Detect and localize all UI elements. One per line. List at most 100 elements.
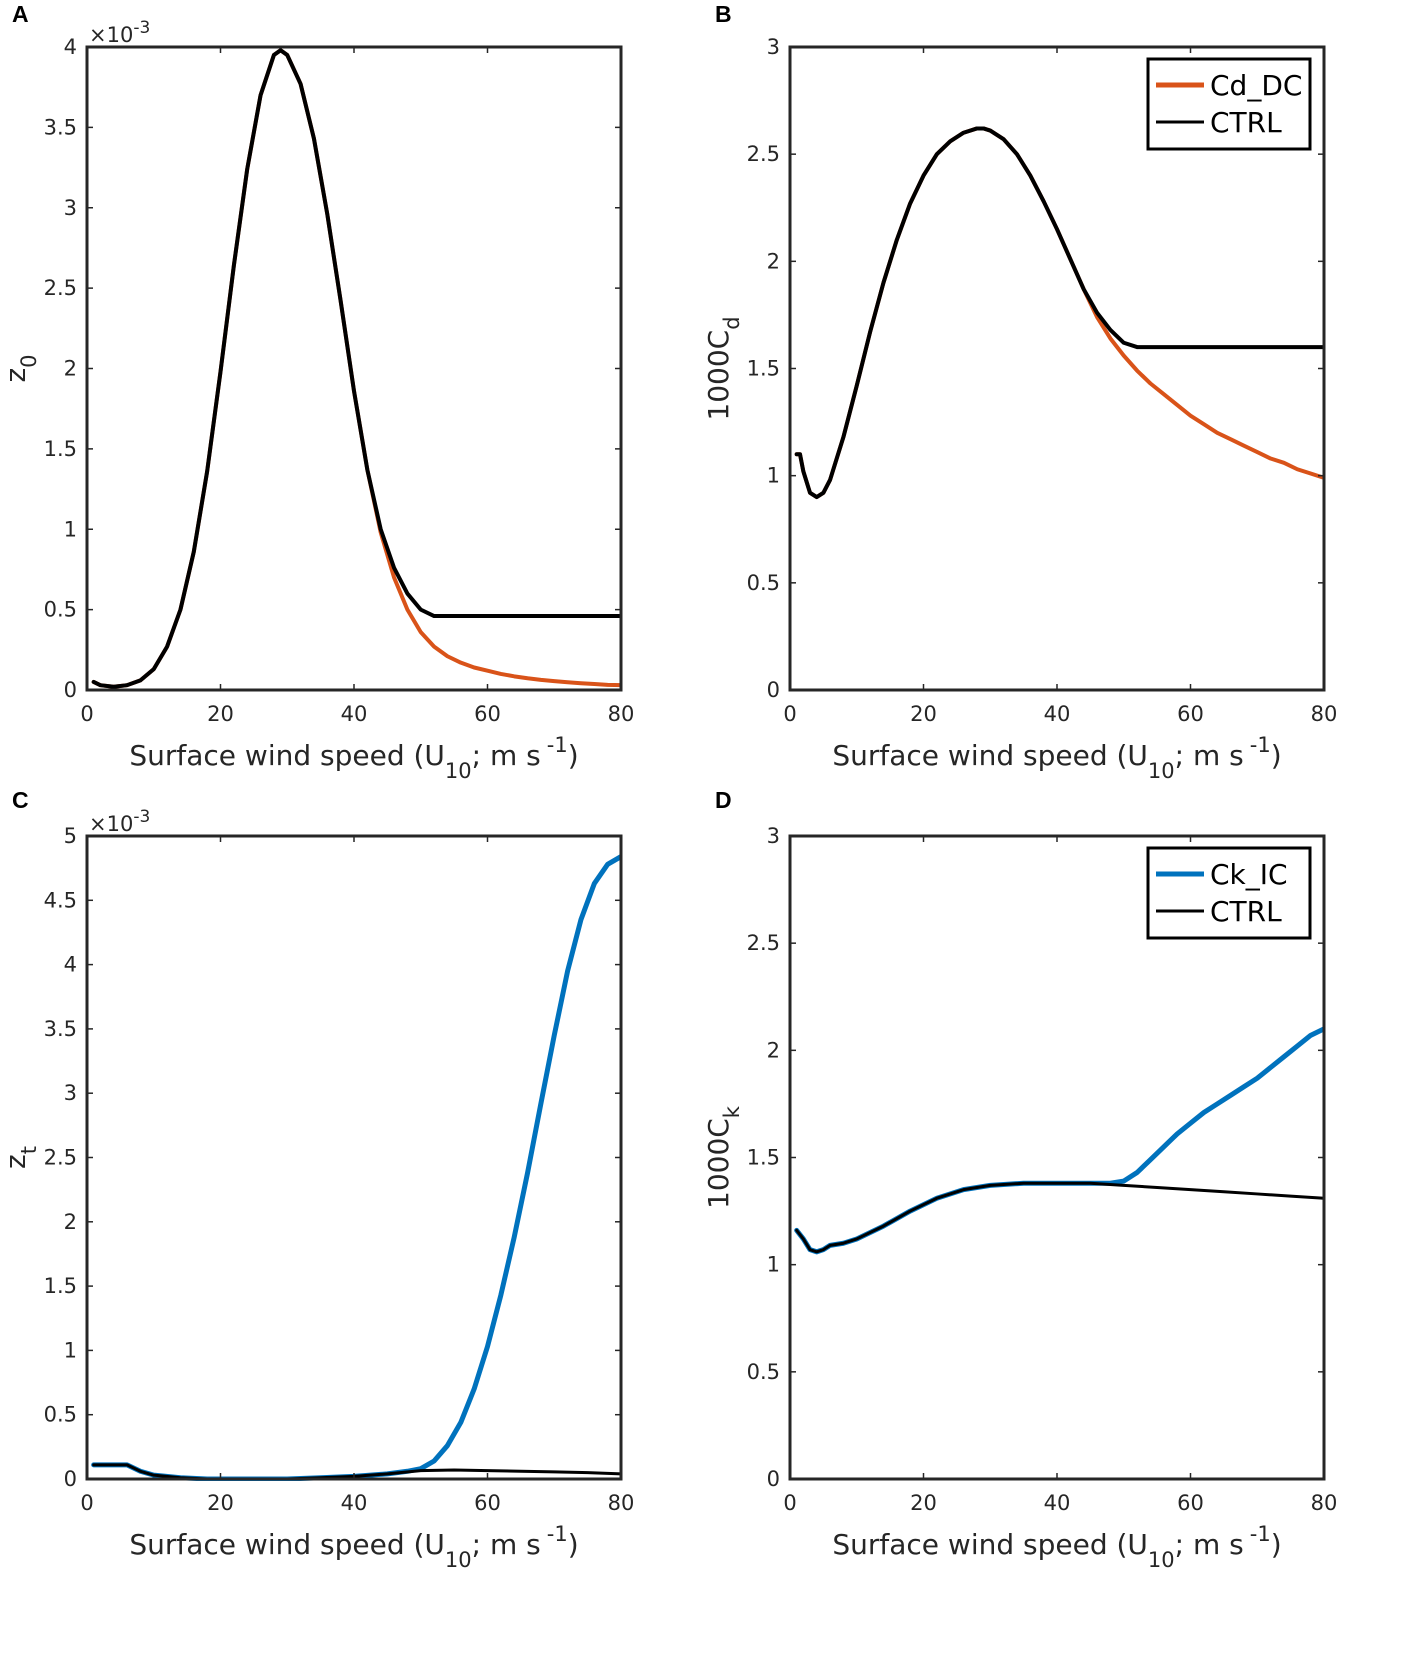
x-axis-title-sup: -1 (547, 733, 568, 757)
x-tick-label: 20 (207, 702, 234, 726)
y-tick-label: 3 (767, 824, 780, 848)
x-axis-title-sup: -1 (547, 1522, 568, 1546)
y-tick-label: 1.5 (44, 1274, 77, 1298)
y-tick-label: 0 (767, 1467, 780, 1491)
y-tick-label: 3 (64, 1081, 77, 1105)
legend-box (1146, 846, 1312, 940)
y-axis-title-main: 1000C (702, 1118, 735, 1209)
x-tick-label: 80 (1311, 702, 1338, 726)
panel-b: B 0 20 40 60 80 0 0.5 1 1.5 2 2.5 3 Surface wind spee… (702, 1, 1337, 783)
x-tick-label: 60 (1177, 702, 1204, 726)
y-tick-label: 1.5 (747, 357, 780, 381)
axis-exponent: ×10-3 (89, 18, 150, 47)
y-axis-title-sub: d (720, 316, 744, 329)
x-tick-label: 80 (608, 702, 635, 726)
y-tick-label: 0.5 (747, 1360, 780, 1384)
y-axis-title-main: z (0, 368, 32, 383)
y-tick-label: 2.5 (44, 276, 77, 300)
panel-a: A 0 20 40 60 80 0 0.5 1 1.5 2 2.5 3 3.5 4 ×10-3 Surface … (0, 1, 634, 783)
x-tick-label: 0 (783, 702, 796, 726)
x-axis-title-main: Surface wind speed (U (832, 1528, 1148, 1561)
axes-frame (788, 45, 1326, 692)
y-axis-title: 1000Ck (702, 1105, 744, 1209)
x-axis-title-sub: 10 (445, 759, 472, 783)
x-axis-title-sub: 10 (445, 1548, 472, 1572)
x-tick-label: 60 (1177, 1491, 1204, 1515)
series-line-ctrl (91, 48, 621, 689)
y-axis-title-sub: k (720, 1105, 744, 1118)
y-tick-label: 1.5 (747, 1146, 780, 1170)
y-axis-title: 1000Cd (702, 316, 744, 420)
y-axis-title: zt (0, 1146, 41, 1169)
panel-letter: B (715, 1, 732, 27)
x-axis-title: Surface wind speed (U10; m s -1) (129, 1522, 578, 1572)
y-axis-title-main: z (0, 1154, 32, 1169)
x-axis-title: Surface wind speed (U10; m s -1) (129, 733, 578, 783)
plot-area (790, 47, 1324, 690)
y-tick-label: 2 (64, 357, 77, 381)
x-axis-title-close: ) (568, 739, 579, 772)
plot-area (87, 836, 621, 1479)
y-axis-title-sub: t (17, 1146, 41, 1154)
x-axis-title-close: ) (1271, 739, 1282, 772)
x-tick-label: 20 (910, 702, 937, 726)
axes-frame (788, 834, 1326, 1481)
series-line-ctrl (794, 126, 1324, 500)
x-axis-title-main: Surface wind speed (U (832, 739, 1148, 772)
x-axis-title: Surface wind speed (U10; m s -1) (832, 1522, 1281, 1572)
x-axis-title-tail: ; m s (472, 739, 541, 772)
y-tick-label: 0 (64, 678, 77, 702)
y-tick-label: 1 (64, 517, 77, 541)
legend-label: CTRL (1210, 106, 1282, 139)
panel-letter: C (12, 787, 29, 813)
y-tick-label: 4 (64, 35, 77, 59)
y-tick-label: 5 (64, 824, 77, 848)
y-tick-label: 1 (767, 1253, 780, 1277)
y-tick-label: 0.5 (44, 1403, 77, 1427)
x-axis-title-close: ) (568, 1528, 579, 1561)
y-tick-label: 1.5 (44, 437, 77, 461)
x-axis-title-sub: 10 (1148, 1548, 1175, 1572)
axes-frame (85, 834, 623, 1481)
exponent-power: -3 (133, 18, 150, 38)
x-axis-title-tail: ; m s (1175, 739, 1244, 772)
y-tick-label: 4 (64, 953, 77, 977)
y-tick-label: 1 (767, 464, 780, 488)
y-axis-title-sub: 0 (17, 354, 41, 367)
x-axis-title-sup: -1 (1250, 1522, 1271, 1546)
legend-label: Ck_IC (1210, 858, 1288, 891)
axis-exponent: ×10-3 (89, 807, 150, 836)
panel-letter: D (715, 787, 732, 813)
x-tick-label: 40 (1044, 1491, 1071, 1515)
x-tick-label: 60 (474, 1491, 501, 1515)
y-axis-title: z0 (0, 354, 41, 382)
y-tick-label: 2 (64, 1210, 77, 1234)
x-axis-title: Surface wind speed (U10; m s -1) (832, 733, 1281, 783)
x-tick-label: 40 (1044, 702, 1071, 726)
x-axis-title-close: ) (1271, 1528, 1282, 1561)
y-tick-label: 3 (767, 35, 780, 59)
exponent-base: ×10 (89, 812, 133, 836)
legend: Cd_DC CTRL (1146, 57, 1312, 151)
panel-c: C 0 20 40 60 80 0 0.5 1 1.5 2 2.5 3 3.5 4 4.5 5 ×10-3 Surf… (0, 787, 634, 1572)
x-tick-label: 40 (341, 1491, 368, 1515)
legend: Ck_IC CTRL (1146, 846, 1312, 940)
plot-area (87, 47, 621, 690)
plot-area (790, 836, 1324, 1479)
x-tick-label: 40 (341, 702, 368, 726)
panel-letter: A (12, 1, 29, 27)
y-tick-label: 0 (767, 678, 780, 702)
y-tick-label: 3 (64, 196, 77, 220)
y-tick-label: 2 (767, 249, 780, 273)
x-axis-title-main: Surface wind speed (U (129, 1528, 445, 1561)
y-tick-label: 2 (767, 1038, 780, 1062)
x-tick-label: 0 (80, 702, 93, 726)
y-tick-label: 2.5 (747, 931, 780, 955)
exponent-base: ×10 (89, 23, 133, 47)
y-tick-label: 4.5 (44, 888, 77, 912)
x-tick-label: 0 (80, 1491, 93, 1515)
x-axis-title-sup: -1 (1250, 733, 1271, 757)
legend-label: CTRL (1210, 895, 1282, 928)
x-tick-label: 60 (474, 702, 501, 726)
